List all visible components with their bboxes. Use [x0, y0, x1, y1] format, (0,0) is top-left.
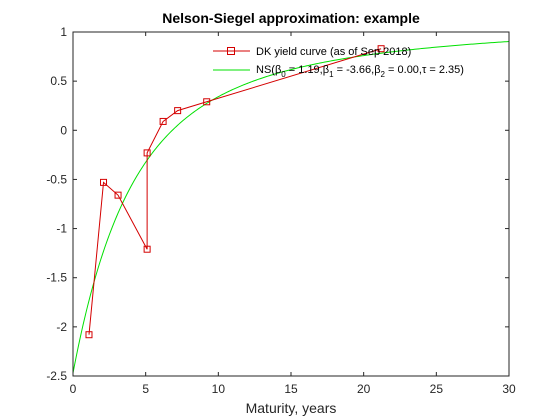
y-tick-label: -1.5 — [46, 271, 67, 285]
y-tick-label: 0.5 — [50, 74, 67, 88]
y-tick-label: -2 — [56, 320, 67, 334]
chart-title: Nelson-Siegel approximation: example — [162, 10, 420, 26]
dk-yield-point — [143, 149, 151, 157]
plot-area — [73, 32, 509, 376]
x-tick-label: 0 — [70, 382, 77, 396]
dk-yield-point — [377, 45, 385, 53]
dk-yield-point — [85, 331, 93, 339]
x-ticks: 0 5 10 15 20 25 30 — [70, 32, 516, 396]
legend: DK yield curve (as of Sep 2018) NS(β0 = … — [213, 46, 464, 79]
x-tick-label: 5 — [142, 382, 149, 396]
x-axis-label: Maturity, years — [246, 400, 337, 416]
dk-yield-point — [100, 178, 108, 186]
x-tick-label: 15 — [284, 382, 298, 396]
x-tick-label: 25 — [430, 382, 444, 396]
ns-fit-line — [72, 41, 510, 374]
x-tick-label: 30 — [502, 382, 516, 396]
y-tick-label: 0 — [60, 123, 67, 137]
y-tick-label: -2.5 — [46, 369, 67, 383]
legend-label-dk: DK yield curve (as of Sep 2018) — [256, 46, 411, 58]
y-tick-label: 1 — [60, 25, 67, 39]
y-ticks: -2.5 -2 -1.5 -1 -0.5 0 0.5 1 — [46, 25, 509, 383]
y-tick-label: -1 — [56, 222, 67, 236]
dk-yield-point — [114, 191, 122, 199]
dk-yield-point — [159, 117, 167, 125]
legend-label-ns: NS(β0 = 1.19,β1 = -3.66,β2 = 0.00,τ = 2.… — [256, 64, 464, 79]
dk-yield-point — [143, 245, 151, 253]
legend-marker-dk — [227, 47, 235, 55]
y-tick-label: -0.5 — [46, 172, 67, 186]
x-tick-label: 10 — [212, 382, 226, 396]
x-tick-label: 20 — [357, 382, 371, 396]
dk-yield-line — [88, 48, 382, 335]
dk-yield-point — [203, 98, 211, 106]
dk-yield-point — [174, 107, 182, 115]
